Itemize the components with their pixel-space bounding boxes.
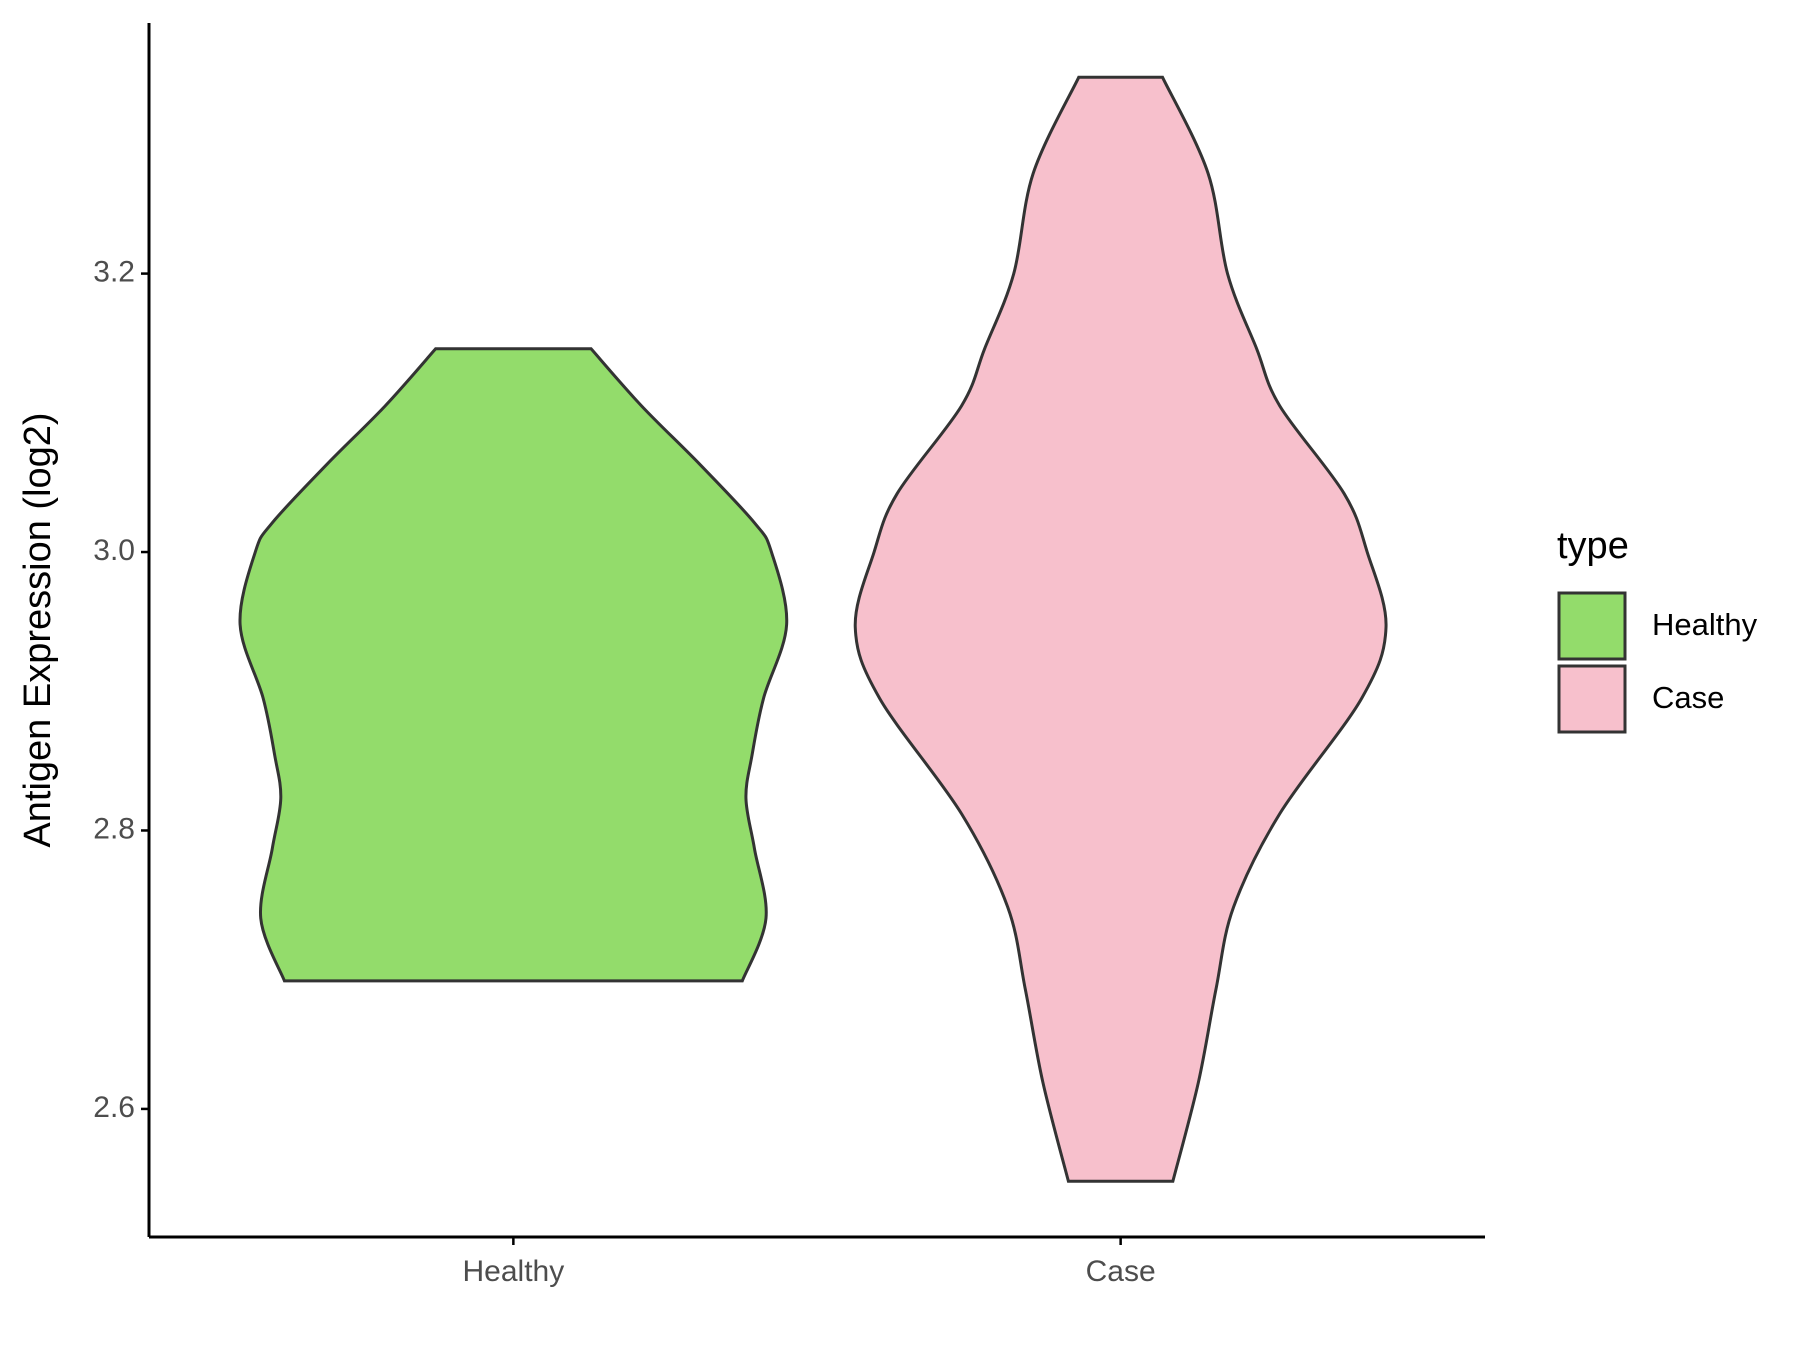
legend-label: Case: [1652, 680, 1724, 715]
legend-key: [1557, 591, 1627, 661]
violin: [238, 347, 789, 983]
legend-label: Healthy: [1652, 607, 1758, 642]
y-tick-label: 2.8: [93, 812, 135, 845]
y-tick-label: 3.0: [93, 534, 135, 567]
x-tick-label: Healthy: [463, 1255, 565, 1288]
legend-key: [1557, 664, 1627, 734]
legend-title: type: [1557, 525, 1629, 567]
violin: [853, 75, 1388, 1183]
y-axis-title: Antigen Expression (log2): [17, 412, 59, 847]
y-tick-label: 2.6: [93, 1091, 135, 1124]
x-tick-label: Case: [1086, 1255, 1156, 1288]
y-tick-label: 3.2: [93, 256, 135, 289]
